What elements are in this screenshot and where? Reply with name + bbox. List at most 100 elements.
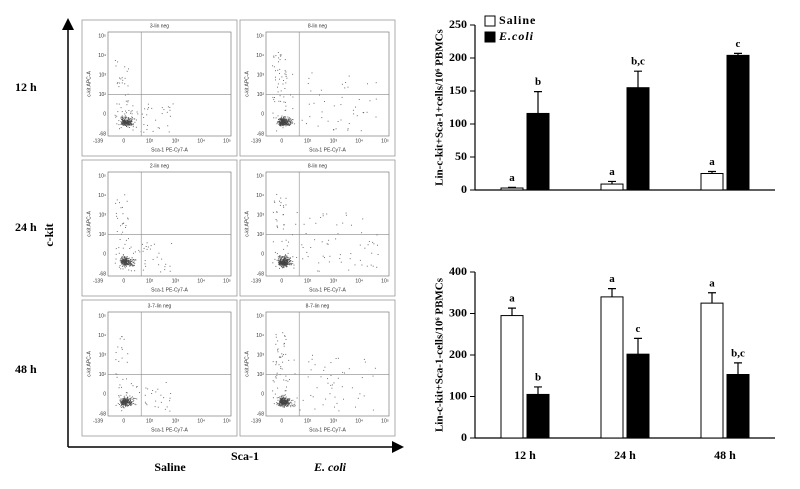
event-dot: [292, 108, 294, 110]
x-tick-label: 24 h: [614, 448, 636, 462]
error-bar: [608, 180, 616, 185]
event-dot: [278, 404, 280, 406]
event-dot: [123, 403, 125, 405]
event-dot: [132, 129, 134, 131]
event-dot: [144, 108, 146, 110]
panel-y-tick: 10⁵: [98, 33, 106, 39]
event-dot: [285, 123, 287, 125]
event-dot: [282, 406, 284, 408]
error-bar: [634, 337, 642, 355]
event-dot: [277, 340, 279, 342]
event-dot: [340, 119, 342, 121]
event-dot: [125, 259, 127, 261]
event-dot: [132, 265, 134, 267]
event-dot: [276, 402, 278, 404]
event-dot: [275, 117, 277, 119]
event-dot: [277, 349, 278, 351]
event-dot: [152, 259, 154, 260]
event-dot: [284, 101, 286, 103]
event-dot: [127, 120, 129, 122]
event-dot: [319, 94, 320, 96]
y-tick-label: 400: [449, 264, 467, 278]
event-dot: [283, 224, 285, 226]
event-dot: [276, 404, 278, 406]
event-dot: [314, 408, 316, 410]
y-tick-label: 100: [449, 388, 467, 402]
event-dot: [283, 404, 285, 406]
event-dot: [284, 263, 286, 265]
event-dot: [139, 392, 140, 393]
event-dot: [123, 122, 124, 124]
event-dot: [147, 388, 149, 390]
event-dot: [125, 401, 127, 403]
event-dot: [341, 96, 343, 98]
event-dot: [279, 256, 281, 258]
event-dot: [376, 266, 378, 268]
event-dot: [166, 406, 168, 408]
event-dot: [120, 261, 122, 263]
event-dot: [159, 127, 160, 129]
event-dot: [275, 377, 277, 379]
event-dot: [283, 121, 285, 123]
event-dot: [133, 261, 135, 263]
error-bar: [534, 386, 542, 395]
event-dot: [119, 338, 121, 340]
event-dot: [129, 261, 131, 263]
event-dot: [285, 259, 287, 260]
panel-title: 2-lin neg: [150, 163, 169, 169]
event-dot: [370, 264, 372, 266]
event-dot: [129, 119, 131, 121]
event-dot: [129, 260, 131, 262]
bar: [526, 112, 550, 191]
event-dot: [147, 246, 149, 248]
event-dot: [131, 265, 133, 267]
event-dot: [114, 114, 116, 116]
event-dot: [121, 257, 123, 259]
event-dot: [292, 405, 294, 407]
event-dot: [329, 255, 331, 257]
event-dot: [131, 110, 133, 112]
event-dot: [276, 402, 278, 404]
event-dot: [122, 122, 124, 124]
event-dot: [120, 225, 122, 227]
event-dot: [280, 119, 281, 121]
event-dot: [126, 119, 128, 121]
event-dot: [279, 78, 280, 80]
event-dot: [308, 103, 310, 105]
event-dot: [157, 406, 159, 408]
event-dot: [285, 74, 287, 76]
error-bar: [534, 91, 542, 114]
event-dot: [168, 131, 170, 133]
event-dot: [320, 376, 322, 378]
event-dot: [155, 400, 157, 402]
panel-x-axis: Sca-1 PE-Cy7-A: [151, 427, 188, 433]
event-dot: [282, 125, 284, 127]
y-tick-label: 300: [449, 305, 467, 319]
event-dot: [292, 73, 294, 75]
event-dot: [127, 124, 129, 126]
event-dot: [125, 110, 127, 112]
event-dot: [289, 264, 291, 266]
event-dot: [131, 401, 133, 403]
panel-x-tick: 10⁴: [355, 278, 363, 284]
event-dot: [290, 122, 292, 124]
event-dot: [134, 259, 136, 261]
panel-x-tick: 0: [280, 278, 283, 284]
panel-y-tick: 0: [103, 392, 106, 398]
event-dot: [276, 194, 278, 195]
event-dot: [279, 121, 281, 123]
event-dot: [115, 212, 117, 214]
event-dot: [120, 107, 122, 109]
event-dot: [281, 256, 283, 258]
event-dot: [280, 263, 282, 265]
event-dot: [284, 123, 286, 125]
event-dot: [118, 120, 120, 122]
event-dot: [308, 361, 310, 363]
bar: [626, 87, 650, 191]
panel-y-tick: -68: [99, 131, 106, 137]
event-dot: [125, 124, 127, 126]
event-dot: [284, 390, 286, 392]
event-dot: [283, 205, 284, 207]
event-dot: [283, 256, 285, 257]
event-dot: [287, 258, 289, 260]
